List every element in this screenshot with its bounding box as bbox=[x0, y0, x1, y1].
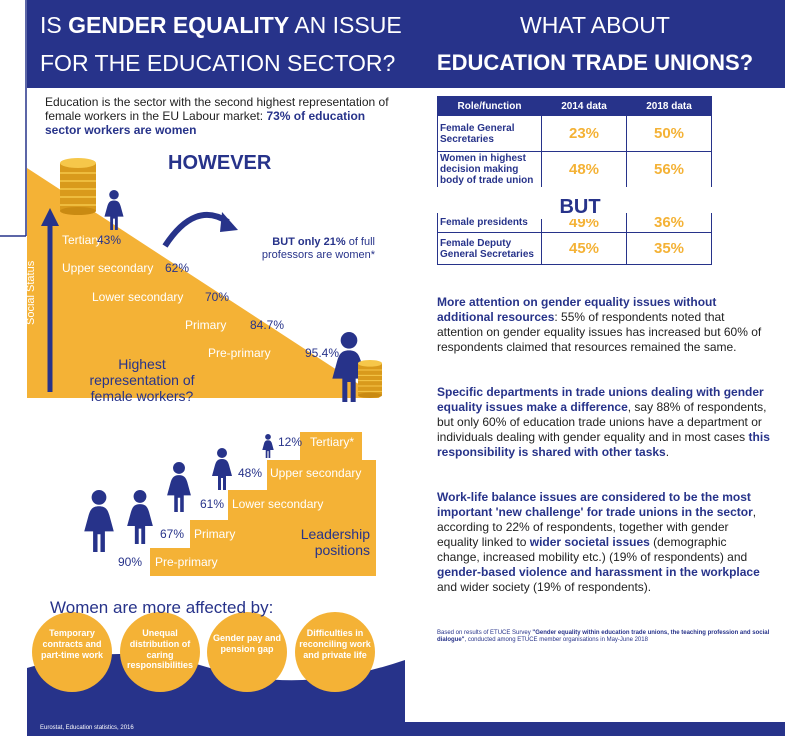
step-label: Primary bbox=[194, 528, 235, 542]
cell-value: 48% bbox=[542, 152, 627, 201]
source-note: Based on results of ETUCE Survey "Gender… bbox=[437, 630, 772, 644]
issue-text: Difficulties in reconciling work and pri… bbox=[299, 628, 371, 660]
step-value: 61% bbox=[200, 498, 224, 512]
right-title-line: WHAT ABOUT bbox=[430, 12, 760, 38]
woman-icon bbox=[167, 462, 191, 512]
leadership-title: Leadership positions bbox=[290, 526, 370, 558]
level-label: Lower secondary bbox=[92, 291, 183, 305]
intro: Education is the sector with the second … bbox=[45, 96, 400, 137]
cell-label: Women in highest decision making body of… bbox=[438, 152, 542, 201]
step-value: 48% bbox=[238, 467, 262, 481]
step-label: Pre-primary bbox=[155, 556, 218, 570]
paragraph-text: . bbox=[666, 445, 669, 459]
table-row: Women in highest decision making body of… bbox=[438, 152, 712, 201]
note-bold: 21% bbox=[324, 236, 346, 248]
cell-value: 50% bbox=[627, 116, 712, 152]
coins-icon bbox=[60, 158, 96, 215]
professors-note: BUT only 21% of full professors are wome… bbox=[230, 236, 375, 261]
level-value: 95.4% bbox=[305, 347, 339, 361]
but-label: BUT bbox=[540, 196, 620, 219]
source-text: Based on results of ETUCE Survey bbox=[437, 630, 531, 636]
affected-title: Women are more affected by: bbox=[50, 598, 273, 618]
note-text: BUT only bbox=[272, 236, 320, 248]
curved-arrow-head bbox=[220, 212, 238, 232]
paragraph-bold: wider societal issues bbox=[530, 535, 650, 549]
cell-label: Female Deputy General Secretaries bbox=[438, 233, 542, 265]
level-label: Tertiary bbox=[62, 234, 101, 248]
title-bold: GENDER EQUALITY bbox=[68, 12, 289, 38]
column-header: 2014 data bbox=[542, 97, 627, 116]
coins-icon bbox=[358, 360, 382, 398]
level-value: 70% bbox=[205, 291, 229, 305]
cell-label: Female General Secretaries bbox=[438, 116, 542, 152]
step-label: Lower secondary bbox=[232, 498, 323, 512]
pyramid-caption: Highest representation of female workers… bbox=[72, 356, 212, 404]
title-text: AN ISSUE bbox=[294, 12, 401, 38]
curved-arrow bbox=[165, 215, 228, 246]
level-label: Upper secondary bbox=[62, 262, 153, 276]
level-label: Pre-primary bbox=[208, 347, 271, 361]
cell-value: 23% bbox=[542, 116, 627, 152]
title-text: IS bbox=[40, 12, 62, 38]
step-value: 12% bbox=[278, 436, 302, 450]
step-value: 67% bbox=[160, 528, 184, 542]
paragraph-bold: Work-life balance issues are considered … bbox=[437, 490, 753, 519]
issue-text: Temporary contracts and part-time work bbox=[36, 628, 108, 660]
however: HOWEVER bbox=[168, 152, 271, 175]
issue-text: Unequal distribution of caring responsib… bbox=[124, 628, 196, 671]
cell-value: 45% bbox=[542, 233, 627, 265]
woman-icon bbox=[127, 490, 153, 544]
left-title-line: FOR THE EDUCATION SECTOR? bbox=[40, 50, 395, 76]
footer-source: Eurostat, Education statistics, 2016 bbox=[40, 725, 134, 732]
step-label: Upper secondary bbox=[270, 467, 361, 481]
cell-value: 56% bbox=[627, 152, 712, 201]
step-label: Tertiary* bbox=[310, 436, 354, 450]
level-value: 43% bbox=[97, 234, 121, 248]
woman-icon bbox=[84, 490, 114, 552]
cell-label: Female presidents bbox=[438, 200, 542, 233]
level-value: 84.7% bbox=[250, 319, 284, 333]
cell-value: 36% bbox=[627, 200, 712, 233]
paragraph: Work-life balance issues are considered … bbox=[437, 490, 772, 595]
column-header: 2018 data bbox=[627, 97, 712, 116]
step-value: 90% bbox=[118, 556, 142, 570]
column-header: Role/function bbox=[438, 97, 542, 116]
left-title-line: IS GENDER EQUALITY AN ISSUE bbox=[40, 12, 402, 38]
woman-icon bbox=[262, 434, 273, 458]
source-text: , conducted among ETUCE member organisat… bbox=[465, 637, 648, 643]
issue-text: Gender pay and pension gap bbox=[211, 633, 283, 655]
cell-value: 35% bbox=[627, 233, 712, 265]
axis-label: Social Status bbox=[25, 261, 38, 325]
paragraph: More attention on gender equality issues… bbox=[437, 295, 772, 355]
level-value: 62% bbox=[165, 262, 189, 276]
woman-icon bbox=[212, 448, 232, 490]
level-label: Primary bbox=[185, 319, 226, 333]
infographic: IS GENDER EQUALITY AN ISSUE FOR THE EDUC… bbox=[0, 0, 785, 736]
footer-band bbox=[27, 722, 785, 736]
paragraph-bold: gender-based violence and harassment in … bbox=[437, 565, 760, 579]
right-title-line: EDUCATION TRADE UNIONS? bbox=[420, 50, 770, 75]
paragraph: Specific departments in trade unions dea… bbox=[437, 385, 772, 460]
paragraph-text: and wider society (19% of respondents). bbox=[437, 580, 651, 594]
